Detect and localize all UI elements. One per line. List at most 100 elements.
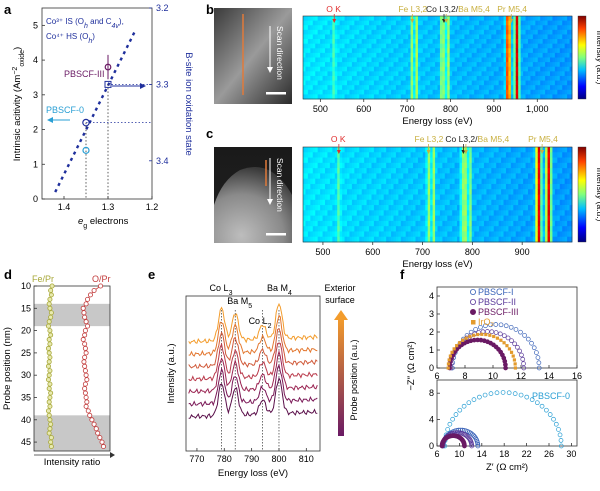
heatmap-cell (405, 199, 409, 206)
heatmap-cell (545, 189, 548, 195)
heatmap-cell (356, 147, 360, 153)
heatmap-cell (496, 52, 500, 58)
heatmap-cell (557, 94, 561, 100)
heatmap-cell (503, 85, 507, 91)
heatmap-cell (356, 194, 360, 201)
heatmap-cell (361, 199, 365, 206)
heatmap-cell (501, 39, 504, 45)
heatmap-cell (398, 194, 402, 201)
heatmap-cell (410, 85, 414, 91)
heatmap-cell (415, 152, 419, 158)
heatmap-cell (520, 75, 524, 81)
heatmap-cell (567, 29, 570, 35)
heatmap-cell (395, 189, 399, 195)
heatmap-cell (547, 48, 551, 54)
heatmap-cell (364, 57, 367, 63)
heatmap-cell (354, 189, 358, 195)
heatmap-cell (422, 178, 426, 185)
heatmap-cell (369, 20, 372, 26)
heatmap-cell (317, 71, 321, 77)
heatmap-cell (513, 29, 517, 35)
heatmap-cell (373, 199, 377, 206)
series-label: O/Pr (92, 274, 111, 284)
heatmap-cell (349, 205, 353, 211)
heatmap-cell (305, 194, 309, 201)
heatmap-cell (386, 80, 389, 86)
heatmap-cell (513, 80, 517, 86)
heatmap-cell (439, 236, 443, 243)
heatmap-cell (432, 52, 436, 58)
heatmap-cell (508, 205, 512, 211)
x-tick-label: 770 (189, 454, 204, 464)
heatmap-cell (376, 162, 380, 169)
heatmap-cell (325, 16, 328, 22)
heatmap-cell (479, 162, 482, 169)
heatmap-cell (513, 162, 517, 169)
heatmap-cell (415, 199, 419, 206)
heatmap-cell (388, 210, 392, 217)
x-tick-label: 26 (544, 449, 554, 459)
heatmap-cell (417, 71, 421, 77)
heatmap-cell (312, 62, 316, 68)
heatmap-cell (491, 62, 495, 68)
heatmap-cell (332, 236, 336, 243)
heatmap-cell (457, 16, 460, 22)
heatmap-cell (459, 231, 463, 238)
heatmap-cell (525, 34, 529, 40)
heatmap-cell (439, 199, 443, 206)
heatmap-cell (554, 52, 558, 58)
heatmap-cell (471, 52, 475, 58)
heatmap-cell (557, 39, 561, 45)
heatmap-cell (376, 94, 380, 100)
heatmap-cell (386, 34, 389, 40)
heatmap-cell (400, 34, 404, 40)
heatmap-cell (442, 210, 446, 217)
heatmap-cell (483, 52, 487, 58)
heatmap-cell (569, 147, 573, 153)
heatmap-cell (449, 194, 453, 201)
heatmap-cell (391, 210, 394, 217)
peak-label: Ba M5 (227, 296, 252, 310)
heatmap-cell (439, 183, 443, 190)
heatmap-cell (491, 194, 495, 201)
heatmap-cell (366, 231, 370, 238)
heatmap-cell (312, 94, 316, 100)
heatmap-cell (562, 66, 566, 72)
heatmap-cell (354, 205, 358, 211)
heatmap-cell (549, 147, 553, 153)
heatmap-cell (351, 226, 355, 232)
heatmap-cell (513, 178, 517, 185)
heatmap-cell (342, 48, 345, 54)
heatmap-cell (398, 152, 402, 158)
heatmap-cell (413, 168, 416, 174)
heatmap-cell (342, 199, 345, 206)
heatmap-cell (361, 43, 365, 49)
heatmap-cell (312, 75, 316, 81)
heatmap-cell (413, 48, 416, 54)
heatmap-cell (430, 20, 434, 26)
heatmap-cell (498, 52, 502, 58)
y-tick-label: 25 (21, 348, 31, 358)
heatmap-cell (415, 226, 419, 232)
heatmap-cell (518, 189, 522, 195)
heatmap-cell (481, 231, 485, 238)
heatmap-cell (545, 199, 548, 206)
heatmap-cell (354, 39, 358, 45)
heatmap-cell (410, 168, 414, 174)
heatmap-cell (422, 20, 426, 26)
heatmap-cell (417, 152, 421, 158)
heatmap-cell (483, 210, 487, 217)
heatmap-cell (305, 66, 309, 72)
heatmap-cell (491, 25, 495, 31)
heatmap-cell (415, 34, 419, 40)
heatmap-cell (432, 85, 436, 91)
heatmap-cell (405, 29, 409, 35)
heatmap-cell (498, 231, 502, 238)
heatmap-cell (312, 231, 316, 238)
heatmap-cell (413, 231, 416, 238)
heatmap-cell (327, 94, 331, 100)
heatmap-cell (332, 147, 336, 153)
heatmap-cell (334, 147, 338, 153)
heatmap-cell (329, 80, 333, 86)
heatmap-cell (466, 173, 470, 180)
